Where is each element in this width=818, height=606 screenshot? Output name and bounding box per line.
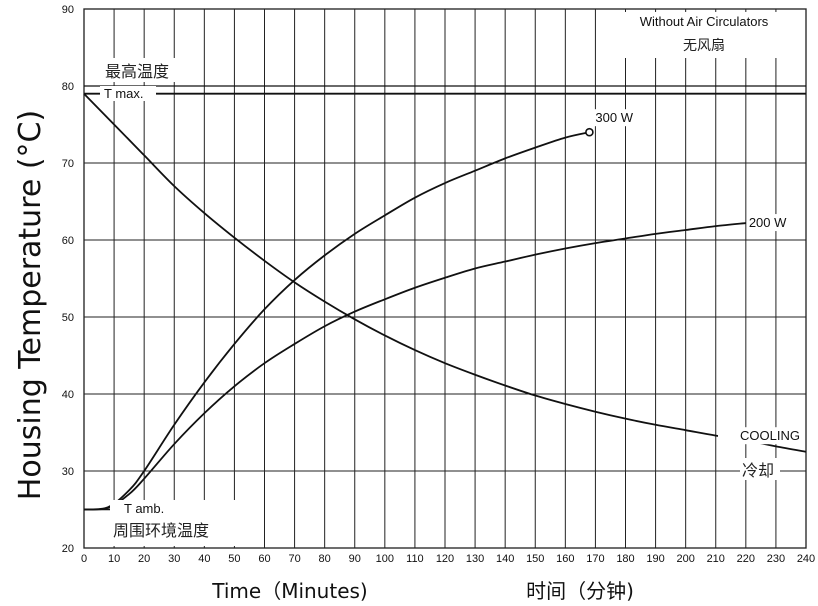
series-label-200-w: 200 W <box>749 215 787 230</box>
x-tick-label: 220 <box>737 553 755 565</box>
x-tick-label: 130 <box>466 553 484 565</box>
x-axis-label: Time（Minutes) <box>211 579 367 603</box>
x-tick-label: 100 <box>376 553 394 565</box>
tmax-cn-backdrop <box>103 58 195 82</box>
x-tick-label: 210 <box>707 553 725 565</box>
y-tick-label: 80 <box>62 81 74 93</box>
tamb-backdrop <box>110 500 258 546</box>
y-tick-label: 30 <box>62 466 74 478</box>
x-tick-label: 70 <box>288 553 300 565</box>
annotation-tmax-cn: 最高温度 <box>105 62 169 81</box>
x-tick-label: 60 <box>258 553 270 565</box>
series-line-200-w <box>83 222 746 511</box>
x-tick-label: 240 <box>797 553 815 565</box>
y-tick-label: 90 <box>62 4 74 16</box>
series-line-300-w <box>83 131 590 511</box>
series-line-cooling <box>83 93 807 453</box>
y-tick-label: 60 <box>62 235 74 247</box>
series-label-backdrop <box>593 109 640 127</box>
x-tick-label: 170 <box>586 553 604 565</box>
x-tick-label: 230 <box>767 553 785 565</box>
x-tick-label: 90 <box>349 553 361 565</box>
x-tick-label: 30 <box>168 553 180 565</box>
x-tick-label: 160 <box>556 553 574 565</box>
x-tick-labels: 0 10 20 30 40 50 60 70 80 90 100 110 120 130 140 150 160… <box>81 553 815 565</box>
y-tick-labels: 20 30 40 50 60 70 80 90 <box>62 4 74 555</box>
series-label-backdrop <box>746 214 799 232</box>
x-tick-label: 80 <box>319 553 331 565</box>
x-tick-label: 140 <box>496 553 514 565</box>
x-tick-label: 180 <box>616 553 634 565</box>
annotation-tamb-cn: 周围环境温度 <box>113 521 209 540</box>
tmax-backdrop <box>100 86 156 101</box>
series-curves <box>83 93 807 511</box>
x-tick-label: 50 <box>228 553 240 565</box>
series-endpoint-300-w <box>585 127 594 137</box>
series-label-cooling: COOLING <box>740 428 800 443</box>
y-tick-label: 40 <box>62 389 74 401</box>
x-tick-label: 40 <box>198 553 210 565</box>
x-axis-label-cn: 时间（分钟) <box>526 579 634 603</box>
x-tick-label: 190 <box>646 553 664 565</box>
y-tick-label: 20 <box>62 543 74 555</box>
x-tick-label: 110 <box>406 553 424 565</box>
annotation-backdrop <box>622 12 787 58</box>
y-tick-label: 50 <box>62 312 74 324</box>
annotation-without-air-circulators: Without Air Circulators <box>640 14 769 29</box>
x-tick-label: 120 <box>436 553 454 565</box>
annotation-cooling-cn: 冷却 <box>742 461 774 480</box>
y-axis-label: Housing Temperature (°C) <box>13 110 48 500</box>
series-label-backdrop <box>718 427 802 445</box>
x-tick-label: 200 <box>676 553 694 565</box>
annotation-no-fan-cn: 无风扇 <box>683 38 725 54</box>
x-tick-label: 20 <box>138 553 150 565</box>
y-tick-label: 70 <box>62 158 74 170</box>
x-tick-label: 0 <box>81 553 87 565</box>
x-tick-label: 10 <box>108 553 120 565</box>
x-tick-label: 150 <box>526 553 544 565</box>
series-labels: 300 W 200 W COOLING <box>593 109 802 445</box>
annotation-tamb: T amb. <box>124 501 164 516</box>
annotation-tmax: T max. <box>104 86 144 101</box>
cooling-cn-backdrop <box>740 458 780 480</box>
series-label-300-w: 300 W <box>595 110 633 125</box>
